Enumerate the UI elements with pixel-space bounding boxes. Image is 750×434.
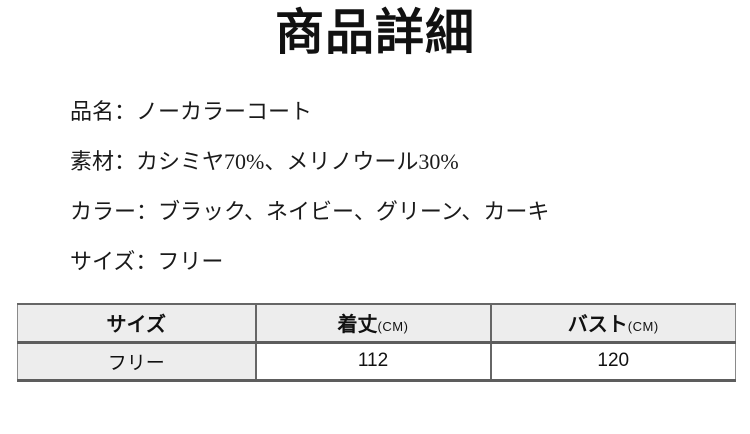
- spec-value: ノーカラーコート: [136, 98, 313, 124]
- size-chart-header: サイズ 着丈(CM) バスト(CM): [17, 302, 736, 344]
- spec-line-size: サイズ：フリー: [70, 237, 750, 287]
- spec-separator: ：: [136, 198, 159, 224]
- size-chart-cell-bust: 120: [489, 342, 736, 382]
- size-chart-cell-size: フリー: [17, 342, 256, 382]
- size-chart-header-row: サイズ 着丈(CM) バスト(CM): [17, 302, 736, 344]
- spec-separator: ：: [135, 248, 158, 274]
- spec-value: フリー: [157, 248, 224, 274]
- spec-line-color: カラー：ブラック、ネイビー、グリーン、カーキ: [70, 187, 750, 237]
- size-chart-row-free: フリー 112 120: [17, 342, 736, 382]
- header-unit: (CM): [627, 319, 659, 335]
- product-detail-page: 商品詳細 品名：ノーカラーコート 素材：カシミヤ70%、メリノウール30% カラ…: [0, 4, 750, 434]
- spec-label: サイズ: [70, 248, 136, 274]
- size-chart-header-size: サイズ: [17, 302, 256, 344]
- product-spec-list: 品名：ノーカラーコート 素材：カシミヤ70%、メリノウール30% カラー：ブラッ…: [70, 87, 750, 287]
- header-unit: (CM): [377, 319, 409, 335]
- spec-separator: ：: [114, 148, 137, 174]
- size-chart-body: フリー 112 120: [17, 342, 736, 382]
- header-label: 着丈: [337, 314, 378, 337]
- spec-label: 品名: [70, 98, 115, 124]
- size-chart-table: サイズ 着丈(CM) バスト(CM) フリー 112 120: [17, 302, 736, 382]
- size-chart-cell-length: 112: [254, 342, 491, 382]
- spec-line-product-name: 品名：ノーカラーコート: [70, 87, 750, 137]
- size-chart-header-length: 着丈(CM): [254, 302, 491, 344]
- spec-value: ブラック、ネイビー、グリーン、カーキ: [158, 198, 550, 224]
- spec-label: カラー: [70, 198, 137, 224]
- spec-label: 素材: [70, 148, 115, 174]
- size-chart-header-bust: バスト(CM): [489, 302, 736, 344]
- header-label: サイズ: [106, 314, 166, 337]
- spec-separator: ：: [114, 98, 137, 124]
- header-label: バスト: [567, 314, 628, 337]
- spec-line-material: 素材：カシミヤ70%、メリノウール30%: [70, 137, 750, 187]
- spec-value: カシミヤ70%、メリノウール30%: [136, 148, 459, 174]
- page-title: 商品詳細: [274, 5, 475, 60]
